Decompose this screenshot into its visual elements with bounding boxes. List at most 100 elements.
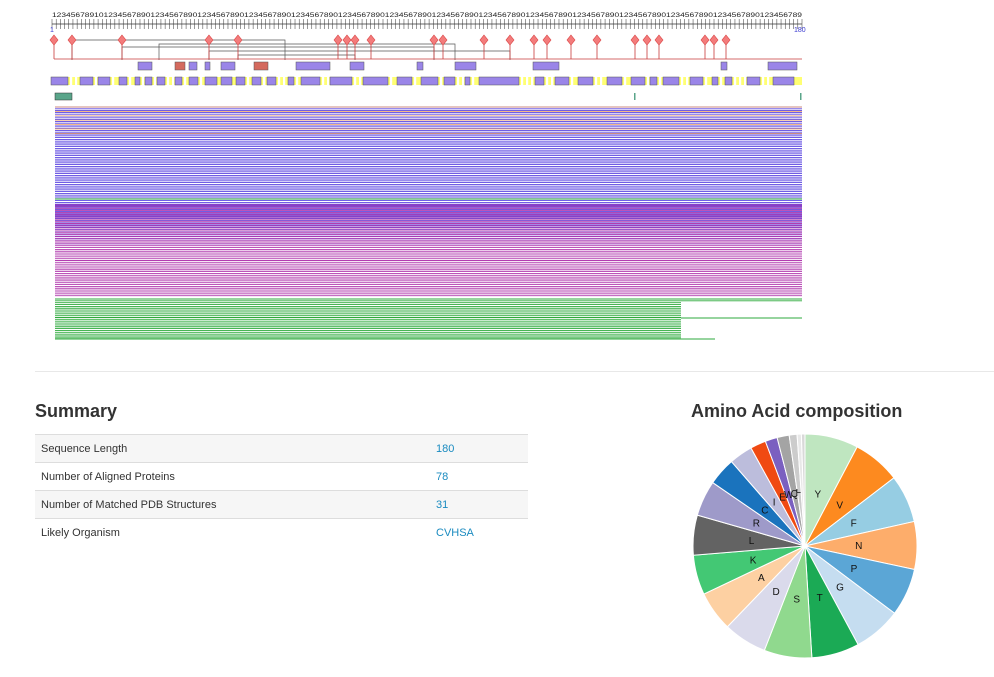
helix-block — [630, 76, 646, 86]
ruler-digits: 1234567891012345678901234567890123456789… — [52, 12, 802, 19]
gap-mark — [184, 77, 187, 85]
domain-block — [174, 61, 186, 71]
summary-value-link[interactable]: CVHSA — [430, 518, 528, 546]
gap-mark — [167, 77, 170, 85]
disulfide-diamond — [49, 34, 59, 46]
pie-slice-label: K — [750, 555, 757, 566]
gap-mark — [595, 77, 598, 85]
helix-block — [362, 76, 389, 86]
helix-block — [287, 76, 295, 86]
helix-block — [266, 76, 277, 86]
pie-slice-label: E — [779, 493, 786, 504]
disulfide-diamond — [204, 34, 214, 46]
secondary-structure-track[interactable] — [50, 76, 802, 86]
domain-block — [137, 61, 153, 71]
gap-mark — [705, 77, 708, 85]
pie-slice-label: L — [749, 536, 755, 547]
alignment-lines[interactable] — [55, 106, 802, 340]
pie-slice-label: A — [758, 573, 765, 584]
disulfide-diamond — [350, 34, 360, 46]
helix-block — [772, 76, 795, 86]
helix-block — [174, 76, 183, 86]
summary-row: Likely Organism CVHSA — [35, 518, 528, 546]
gap-mark — [75, 77, 78, 85]
gap-mark — [322, 77, 325, 85]
summary-title: Summary — [35, 401, 118, 421]
helix-block — [50, 76, 69, 86]
gap-mark — [327, 77, 330, 85]
helix-block — [134, 76, 141, 86]
disulfide-diamond — [342, 34, 352, 46]
disulfide-diamond — [566, 34, 576, 46]
domain-block — [188, 61, 198, 71]
domain-track[interactable] — [137, 61, 798, 71]
gap-mark — [551, 77, 554, 85]
gap-mark — [142, 77, 145, 85]
gap-mark — [457, 77, 460, 85]
gap-mark — [526, 77, 529, 85]
gap-mark — [462, 77, 465, 85]
domain-block — [204, 61, 211, 71]
section-divider — [35, 371, 994, 372]
helix-block — [97, 76, 111, 86]
region-block — [54, 92, 73, 101]
helix-block — [156, 76, 166, 86]
helix-block — [420, 76, 439, 86]
disulfide-diamond — [233, 34, 243, 46]
disulfide-diamond — [505, 34, 515, 46]
gap-mark — [720, 77, 723, 85]
domain-block — [532, 61, 560, 71]
gap-mark — [647, 77, 650, 85]
helix-block — [79, 76, 94, 86]
gap-mark — [600, 77, 603, 85]
amino-acid-title: Amino Acid composition — [691, 401, 903, 421]
gap-mark — [521, 77, 524, 85]
summary-value-link[interactable]: 31 — [430, 490, 528, 519]
gap-mark — [112, 77, 115, 85]
gap-mark — [95, 77, 98, 85]
gap-mark — [172, 77, 175, 85]
sequence-viewer[interactable]: 1234567891012345678901234567890123456789… — [0, 0, 994, 350]
disulfide-diamond — [67, 34, 77, 46]
disulfide-diamond — [333, 34, 343, 46]
pie-slice-label: S — [793, 595, 800, 606]
pie-slice-label: R — [753, 519, 760, 530]
helix-block — [188, 76, 199, 86]
pie-slice-label: V — [836, 500, 843, 511]
disulfide-diamond — [429, 34, 439, 46]
helix-block — [396, 76, 413, 86]
gap-mark — [624, 77, 627, 85]
helix-block — [464, 76, 471, 86]
domain-block — [416, 61, 424, 71]
summary-row: Number of Aligned Proteins 78 — [35, 462, 528, 491]
region-track[interactable] — [54, 92, 802, 101]
helix-block — [662, 76, 680, 86]
helix-block — [689, 76, 704, 86]
gap-mark — [531, 77, 534, 85]
summary-value-link[interactable]: 78 — [430, 462, 528, 491]
summary-value-link[interactable]: 180 — [430, 434, 528, 463]
disulfide-diamond — [479, 34, 489, 46]
disulfide-diamond — [438, 34, 448, 46]
disulfide-diamond — [366, 34, 376, 46]
pie-slice-label: Y — [815, 489, 822, 500]
pie-slice-label: D — [772, 587, 779, 598]
helix-block — [220, 76, 233, 86]
domain-block — [720, 61, 728, 71]
domain-block — [454, 61, 477, 71]
helix-block — [235, 76, 246, 86]
disulfide-diamond — [642, 34, 652, 46]
domain-block — [767, 61, 798, 71]
helix-block — [606, 76, 623, 86]
gap-mark — [744, 77, 747, 85]
region-block — [634, 93, 636, 100]
gap-mark — [681, 77, 684, 85]
helix-block — [554, 76, 570, 86]
gap-mark — [739, 77, 742, 85]
gap-mark — [659, 77, 662, 85]
pie-slice-label: I — [773, 497, 776, 508]
gap-mark — [278, 77, 281, 85]
pie-slice-label: T — [817, 593, 823, 604]
helix-block — [118, 76, 128, 86]
